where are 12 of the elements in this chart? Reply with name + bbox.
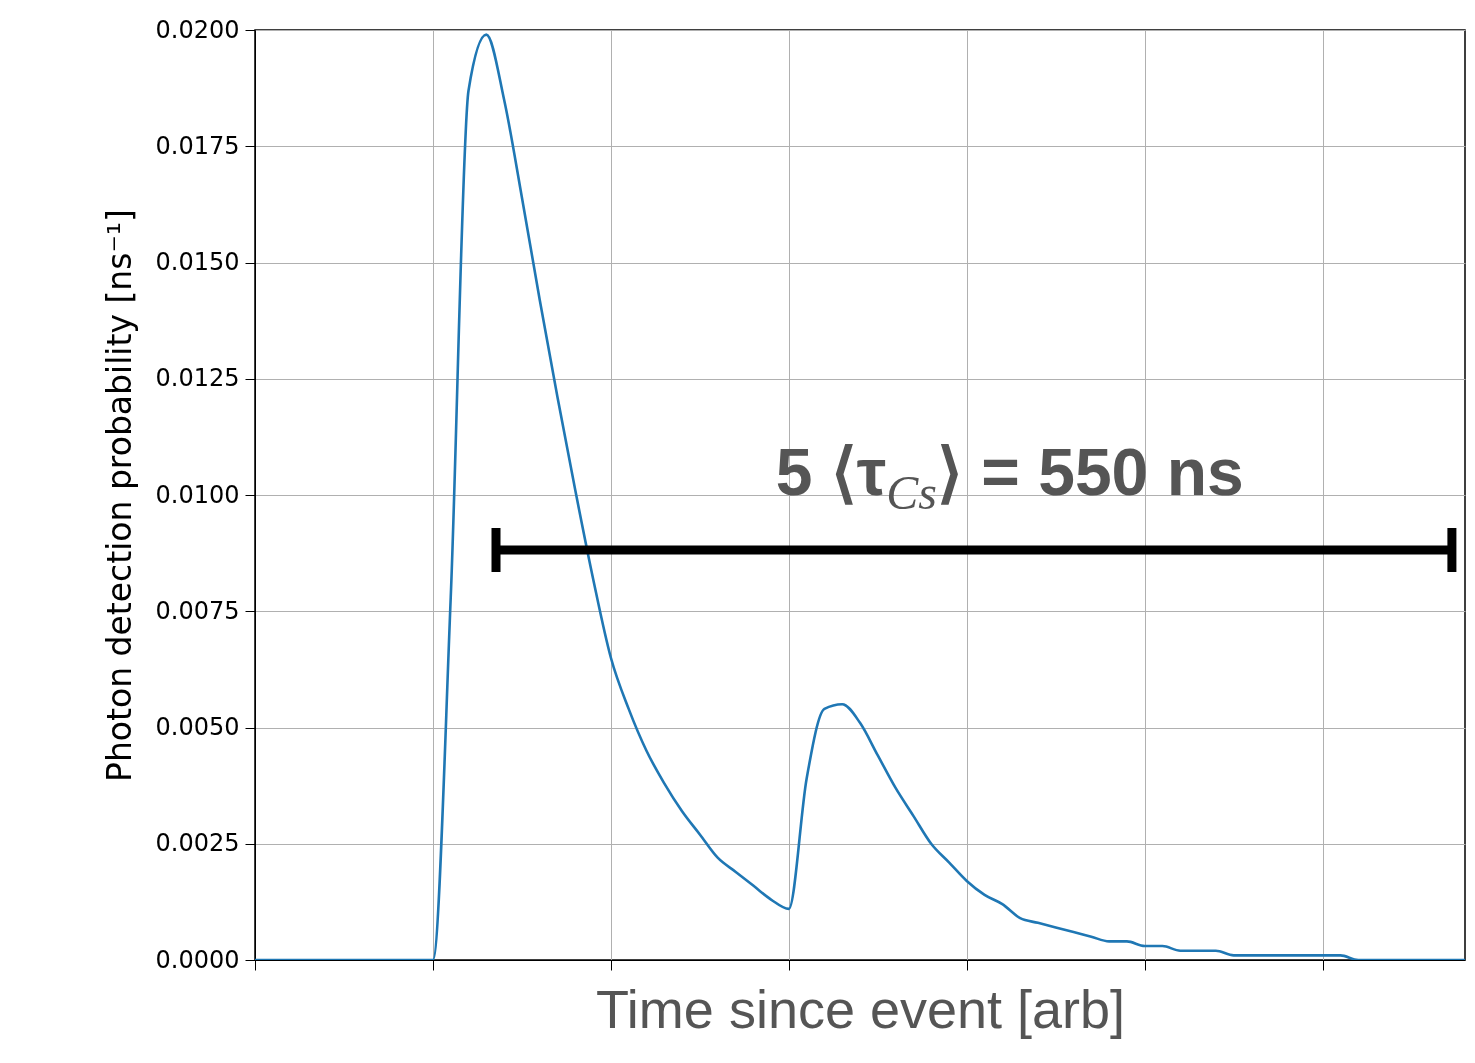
y-tick-label: 0.0125 [155,364,240,393]
y-axis-title: Photon detection probability [ns⁻¹] [99,209,139,782]
y-tick-label: 0.0175 [155,131,240,160]
y-tick-label: 0.0025 [155,829,240,858]
y-tick-label: 0.0100 [155,480,240,509]
y-tick-label: 0.0050 [155,713,240,741]
annotation: 5 ⟨τ$_{Cs}$⟩ = 550 ns [775,433,1244,520]
y-tick-label: 0.0150 [155,248,240,276]
y-tick-label: 0.0000 [155,945,240,974]
y-tick-label: 0.0200 [155,15,240,44]
y-tick-label: 0.0075 [155,596,240,625]
x-axis-title: Time since event [arb] [595,979,1126,1039]
